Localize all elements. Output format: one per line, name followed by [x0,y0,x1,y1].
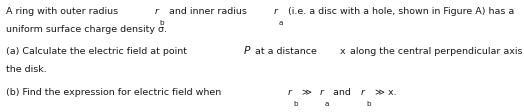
Text: b: b [293,100,298,106]
Text: A ring with outer radius: A ring with outer radius [6,6,122,15]
Text: the disk.: the disk. [6,65,47,74]
Text: and: and [330,87,354,96]
Text: b: b [366,100,370,106]
Text: ≫: ≫ [299,87,315,96]
Text: r: r [274,6,278,15]
Text: (a) Calculate the electric field at point: (a) Calculate the electric field at poin… [6,47,190,56]
Text: ≫ x.: ≫ x. [372,87,397,96]
Text: a: a [324,100,329,106]
Text: at a distance: at a distance [252,47,320,56]
Text: P: P [244,46,250,56]
Text: uniform surface charge density σ.: uniform surface charge density σ. [6,24,167,33]
Text: a: a [279,20,283,26]
Text: r: r [155,6,159,15]
Text: (i.e. a disc with a hole, shown in Figure A) has a: (i.e. a disc with a hole, shown in Figur… [285,6,514,15]
Text: x: x [340,47,345,56]
Text: r: r [361,87,365,96]
Text: (b) Find the expression for electric field when: (b) Find the expression for electric fie… [6,87,225,96]
Text: r: r [320,87,323,96]
Text: b: b [160,20,165,26]
Text: r: r [288,87,292,96]
Text: and inner radius: and inner radius [166,6,249,15]
Text: along the central perpendicular axis of: along the central perpendicular axis of [347,47,524,56]
